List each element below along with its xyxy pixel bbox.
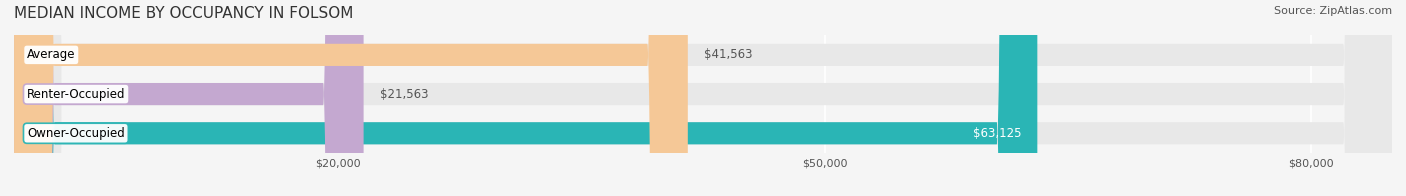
- FancyBboxPatch shape: [14, 0, 1392, 196]
- FancyBboxPatch shape: [14, 0, 364, 196]
- FancyBboxPatch shape: [14, 0, 1392, 196]
- Text: Average: Average: [27, 48, 76, 61]
- FancyBboxPatch shape: [14, 0, 1038, 196]
- Text: MEDIAN INCOME BY OCCUPANCY IN FOLSOM: MEDIAN INCOME BY OCCUPANCY IN FOLSOM: [14, 6, 353, 21]
- Text: Renter-Occupied: Renter-Occupied: [27, 88, 125, 101]
- Text: $21,563: $21,563: [380, 88, 429, 101]
- Text: Owner-Occupied: Owner-Occupied: [27, 127, 125, 140]
- Text: $41,563: $41,563: [704, 48, 752, 61]
- Text: $63,125: $63,125: [973, 127, 1021, 140]
- FancyBboxPatch shape: [14, 0, 1392, 196]
- FancyBboxPatch shape: [14, 0, 688, 196]
- Text: Source: ZipAtlas.com: Source: ZipAtlas.com: [1274, 6, 1392, 16]
